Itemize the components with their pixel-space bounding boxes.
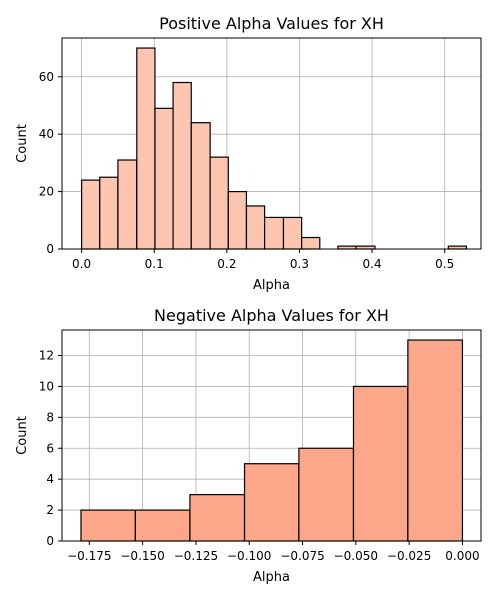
histogram-bar bbox=[80, 509, 136, 542]
chart-title: Negative Alpha Values for XH bbox=[154, 306, 389, 325]
histogram-bar bbox=[117, 159, 138, 250]
histogram-bar bbox=[172, 81, 192, 250]
histogram-bar bbox=[407, 339, 464, 542]
x-axis-label: Alpha bbox=[253, 570, 290, 585]
x-tick-label: 0.4 bbox=[363, 257, 382, 271]
y-tick-label: 20 bbox=[39, 185, 54, 199]
y-tick-label: 0 bbox=[46, 242, 54, 256]
x-tick-label: −0.125 bbox=[174, 549, 218, 563]
y-axis-label: Count bbox=[15, 124, 30, 163]
histogram-bar bbox=[190, 122, 211, 250]
x-axis-label: Alpha bbox=[253, 278, 290, 293]
histogram-bar bbox=[264, 216, 285, 250]
y-tick-label: 40 bbox=[39, 127, 54, 141]
histogram-bar bbox=[134, 509, 191, 542]
x-tick-label: −0.100 bbox=[227, 549, 271, 563]
x-tick-label: −0.050 bbox=[334, 549, 378, 563]
x-tick-label: 0.000 bbox=[445, 549, 479, 563]
histogram-bar bbox=[243, 463, 300, 542]
x-tick-label: −0.075 bbox=[280, 549, 324, 563]
x-tick-label: 0.1 bbox=[145, 257, 164, 271]
x-tick-label: −0.025 bbox=[387, 549, 431, 563]
histogram-bar bbox=[227, 190, 248, 250]
y-tick-label: 60 bbox=[39, 70, 54, 84]
y-axis-label: Count bbox=[15, 416, 30, 455]
y-tick-label: 8 bbox=[46, 410, 54, 424]
y-tick-label: 2 bbox=[46, 503, 54, 517]
x-tick-label: −0.150 bbox=[120, 549, 164, 563]
x-tick-label: 0.0 bbox=[72, 257, 91, 271]
histogram-bar bbox=[282, 216, 303, 250]
axes-frame bbox=[61, 329, 482, 542]
subplot-2: −0.175 −0.150 −0.125 −0.100 −0.075 −0.050 −0.0… bbox=[15, 306, 482, 585]
y-tick-label: 4 bbox=[46, 472, 54, 486]
y-tick-label: 6 bbox=[46, 441, 54, 455]
histogram-bar bbox=[154, 107, 174, 250]
histogram-bar bbox=[245, 205, 266, 250]
y-tick-label: 0 bbox=[46, 534, 54, 548]
x-tick-label: −0.175 bbox=[67, 549, 111, 563]
x-tick-label: 0.3 bbox=[290, 257, 309, 271]
histogram-bar bbox=[352, 385, 409, 542]
y-tick-label: 10 bbox=[39, 379, 54, 393]
chart-title: Positive Alpha Values for XH bbox=[159, 14, 384, 33]
axes-frame bbox=[61, 37, 482, 250]
subplot-1: 0.0 0.1 0.2 0.3 0.4 0.5 0 20 40 60 Positive Alpha … bbox=[15, 14, 482, 293]
histogram-bar bbox=[301, 236, 321, 250]
histogram-bar bbox=[189, 494, 246, 542]
x-tick-label: 0.5 bbox=[435, 257, 454, 271]
histogram-bar bbox=[99, 176, 119, 250]
histogram-bar bbox=[136, 47, 156, 250]
histogram-bar bbox=[209, 156, 229, 250]
histogram-bar bbox=[81, 179, 101, 250]
histogram-bar bbox=[298, 447, 355, 542]
y-tick-label: 12 bbox=[39, 349, 54, 363]
x-tick-label: 0.2 bbox=[217, 257, 236, 271]
